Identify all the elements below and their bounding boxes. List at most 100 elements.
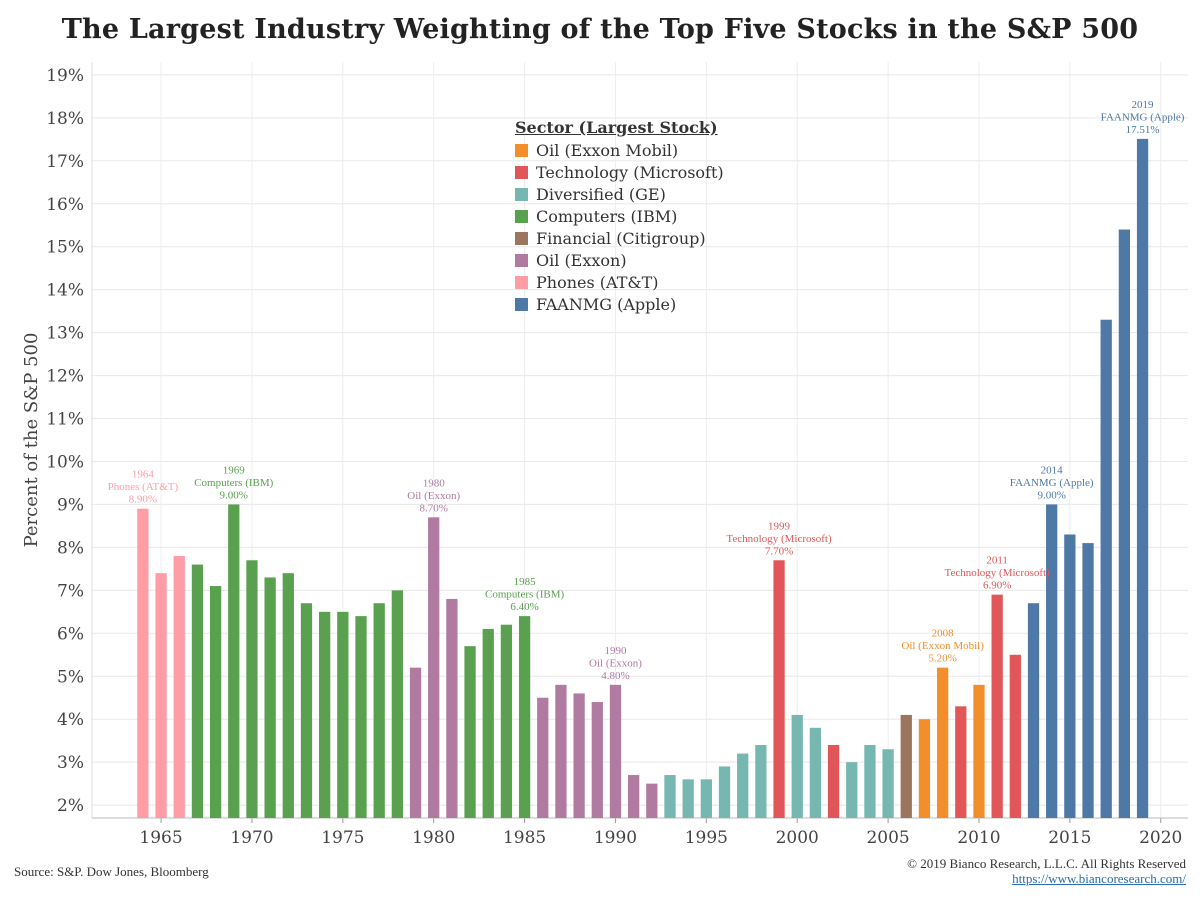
legend-swatch: [515, 143, 528, 157]
legend-item: Technology (Microsoft): [515, 161, 724, 183]
bar-1995: [700, 779, 712, 818]
bar-2007: [918, 719, 931, 818]
bar-1975: [337, 611, 349, 818]
bar-1990: [609, 684, 622, 818]
annotation-label: Phones (AT&T): [108, 481, 179, 493]
annotation-label: 6.90%: [983, 580, 1011, 592]
bar-1976: [355, 616, 367, 818]
bar-1980: [428, 517, 440, 818]
legend-swatch: [515, 275, 528, 289]
bar-1998: [755, 744, 767, 818]
x-tick-label: 1965: [139, 828, 182, 848]
bar-1966: [173, 555, 185, 818]
bar-1969: [228, 504, 240, 818]
bar-2005: [882, 749, 894, 818]
x-tick-label: 1980: [412, 828, 455, 848]
bar-2011: [991, 594, 1003, 818]
y-tick-label: 16%: [46, 195, 84, 215]
legend-swatch: [515, 187, 528, 201]
bar-2008: [936, 667, 949, 818]
legend-swatch: [515, 165, 528, 179]
x-tick-label: 2010: [957, 828, 1000, 848]
y-tick-label: 7%: [57, 581, 84, 601]
bar-2009: [955, 706, 967, 818]
bar-1968: [209, 586, 222, 818]
annotation-label: Computers (IBM): [485, 589, 564, 601]
website-link[interactable]: https://www.biancoresearch.com/: [1012, 871, 1186, 886]
legend-swatch: [515, 209, 528, 223]
bar-2017: [1100, 319, 1112, 818]
legend-label: Phones (AT&T): [536, 272, 659, 292]
bar-1991: [628, 775, 640, 818]
bar-1988: [573, 693, 585, 818]
legend-title: Sector (Largest Stock): [515, 118, 718, 137]
bar-1989: [591, 702, 603, 818]
annotation-label: 17.51%: [1126, 124, 1160, 136]
annotation-label: 2011: [986, 555, 1008, 567]
axes: 2% 3% 4% 5% 6% 7% 8% 9% 10% 11% 12% 13% 14% 15% 16% 17%…: [21, 62, 1188, 848]
y-tick-label: 8%: [57, 538, 84, 558]
legend-label: FAANMG (Apple): [536, 294, 677, 314]
copyright-text: © 2019 Bianco Research, L.L.C. All Right…: [907, 856, 1186, 871]
legend-swatch: [515, 297, 528, 311]
bar-1994: [682, 779, 694, 818]
legend-item: Phones (AT&T): [515, 271, 724, 293]
bar-1973: [300, 603, 313, 818]
legend-label: Oil (Exxon): [536, 250, 627, 270]
bar-1984: [500, 624, 513, 818]
bar-1965: [155, 573, 167, 818]
annotation-label: 8.70%: [419, 502, 447, 514]
annotation-label: 2019: [1132, 99, 1155, 111]
y-tick-label: 4%: [57, 710, 84, 730]
bar-2015: [1064, 534, 1076, 818]
y-tick-label: 19%: [46, 66, 84, 86]
y-tick-label: 5%: [57, 667, 84, 687]
annotation-label: 7.70%: [765, 545, 793, 557]
annotation-label: Oil (Exxon): [407, 490, 460, 502]
legend-label: Computers (IBM): [536, 206, 678, 226]
y-tick-label: 6%: [57, 624, 84, 644]
annotation-label: 4.80%: [601, 670, 629, 682]
y-tick-label: 12%: [46, 367, 84, 387]
y-tick-label: 17%: [46, 152, 84, 172]
bar-2018: [1118, 229, 1131, 819]
annotation-label: 8.90%: [129, 494, 157, 506]
legend-item: FAANMG (Apple): [515, 293, 724, 315]
bar-2010: [973, 684, 985, 818]
x-tick-label: 2000: [776, 828, 819, 848]
y-tick-label: 11%: [46, 410, 84, 430]
y-tick-label: 10%: [46, 452, 84, 472]
annotation-label: 1964: [132, 469, 155, 481]
bar-1993: [664, 775, 676, 818]
bar-1971: [264, 577, 276, 818]
legend-item: Diversified (GE): [515, 183, 724, 205]
bar-2004: [864, 744, 876, 818]
bar-1986: [537, 697, 549, 818]
x-tick-label: 2005: [866, 828, 909, 848]
bar-1987: [555, 684, 567, 818]
bar-2012: [1009, 654, 1021, 818]
annotation-label: 5.20%: [928, 653, 956, 665]
x-tick-label: 1995: [685, 828, 728, 848]
x-tick-label: 2015: [1048, 828, 1091, 848]
bar-1992: [646, 783, 658, 818]
bar-1979: [409, 667, 422, 818]
bar-1967: [191, 564, 204, 818]
legend-item: Oil (Exxon): [515, 249, 724, 271]
annotation-label: Oil (Exxon): [589, 657, 642, 669]
bar-1964: [137, 508, 149, 818]
y-tick-label: 3%: [57, 753, 84, 773]
legend-label: Diversified (GE): [536, 184, 666, 204]
x-tick-label: 1975: [321, 828, 364, 848]
annotation-label: 1990: [604, 645, 627, 657]
y-axis-label: Percent of the S&P 500: [21, 333, 42, 548]
annotation-label: 1985: [514, 576, 537, 588]
bar-2014: [1046, 504, 1058, 818]
y-tick-label: 2%: [57, 796, 84, 816]
annotation-label: Oil (Exxon Mobil): [901, 640, 984, 652]
bar-2006: [900, 714, 912, 818]
x-tick-label: 1970: [230, 828, 273, 848]
y-tick-label: 14%: [46, 281, 84, 301]
